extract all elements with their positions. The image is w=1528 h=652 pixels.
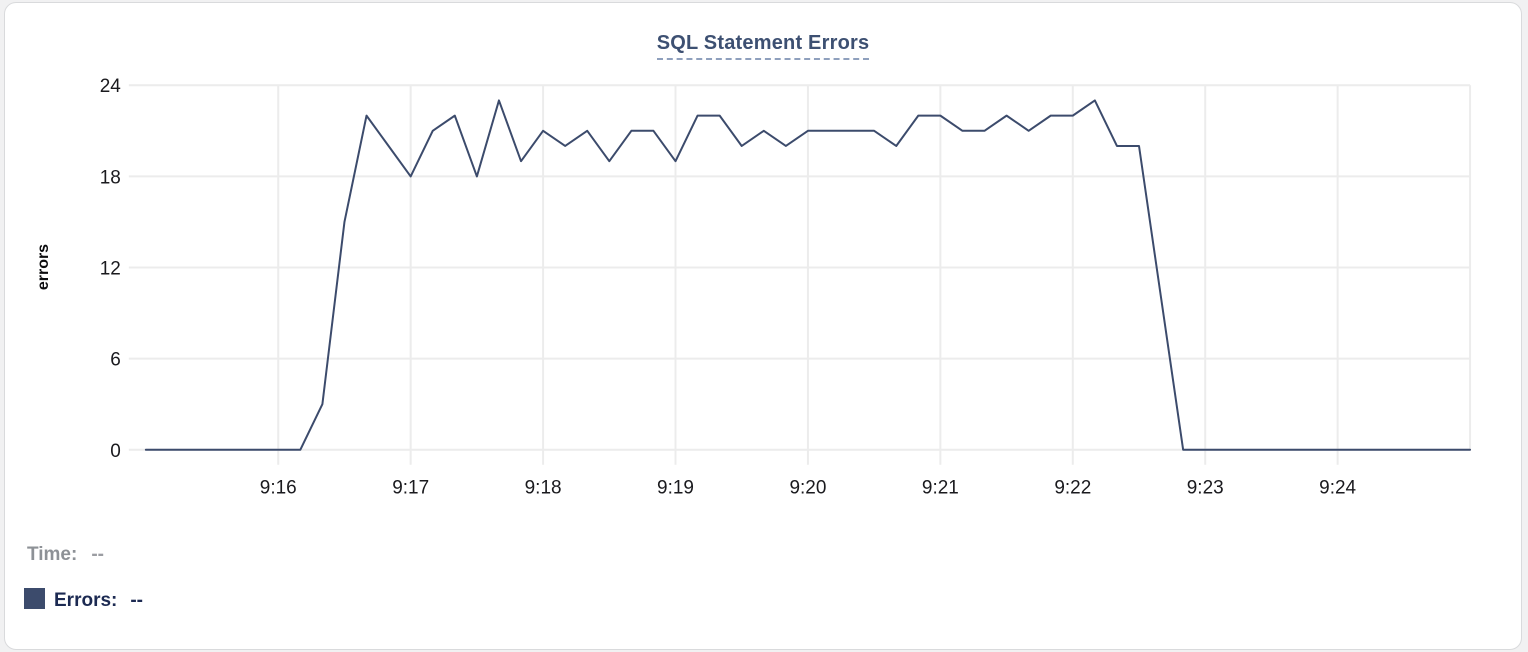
chart-title[interactable]: SQL Statement Errors — [656, 32, 870, 60]
x-tick-label: 9:20 — [789, 478, 826, 499]
x-tick-label: 9:19 — [657, 478, 694, 499]
errors-series-line — [144, 99, 1472, 451]
y-tick-label: 12 — [100, 259, 121, 280]
y-tick-label: 6 — [110, 350, 121, 371]
chart-header: SQL Statement Errors — [5, 3, 1521, 60]
legend-time-label: Time: — [27, 544, 78, 565]
legend-time-value: -- — [91, 544, 104, 565]
x-tick-label: 9:24 — [1319, 478, 1356, 499]
x-tick-label: 9:16 — [260, 478, 297, 499]
x-tick-label: 9:18 — [525, 478, 562, 499]
errors-series-swatch-icon[interactable] — [24, 588, 45, 609]
hover-legend: Time: -- Errors: -- — [5, 544, 1521, 612]
y-tick-label: 24 — [100, 76, 121, 97]
x-tick-label: 9:21 — [922, 478, 959, 499]
x-tick-label: 9:17 — [392, 478, 429, 499]
legend-errors-row: Errors: -- — [24, 588, 1521, 612]
chart-canvas[interactable]: 0 6 12 18 24 9:16 9:17 9:18 9:19 9:20 9:21 9:22 9:23… — [5, 60, 1521, 500]
legend-errors-label[interactable]: Errors: — [54, 590, 118, 611]
chart-card: SQL Statement Errors 0 6 12 18 24 9:16 9:17 9:1… — [4, 2, 1522, 650]
y-tick-label: 18 — [100, 167, 121, 188]
x-tick-label: 9:22 — [1054, 478, 1091, 499]
legend-errors-value: -- — [130, 590, 144, 611]
x-tick-label: 9:23 — [1187, 478, 1224, 499]
y-tick-label: 0 — [110, 441, 121, 462]
legend-time-row: Time: -- — [27, 544, 1521, 566]
y-axis-label: errors — [35, 244, 52, 290]
